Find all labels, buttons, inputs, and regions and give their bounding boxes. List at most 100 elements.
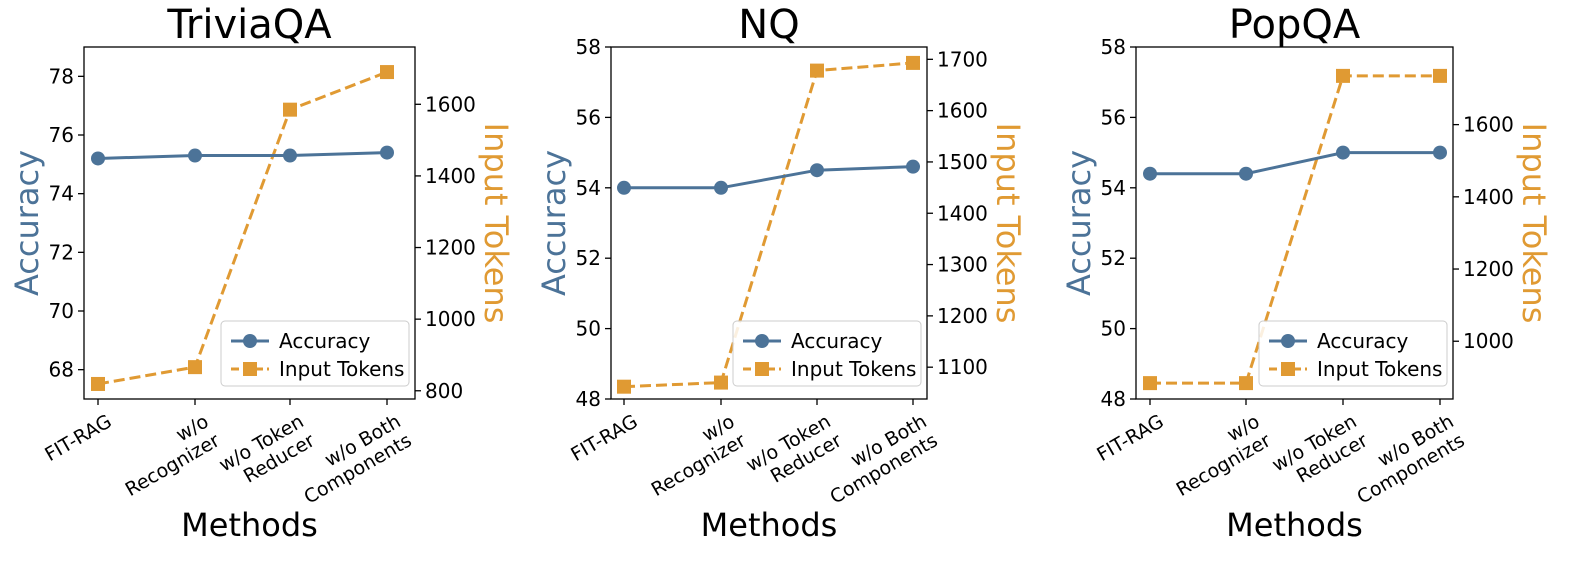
y2-axis-label: Input Tokens [989, 123, 1027, 324]
series-line-input-tokens [623, 61, 914, 389]
x-tick-label: w/oRecognizer [1162, 410, 1275, 501]
input-tokens-point [1143, 376, 1157, 391]
y2-tick-label: 1100 [937, 355, 988, 379]
accuracy-point [1433, 145, 1447, 160]
series-line-input-tokens [97, 70, 388, 386]
accuracy-point [906, 159, 920, 174]
input-tokens-point [1239, 376, 1253, 391]
x-axis-label: Methods [181, 506, 318, 544]
chart-title: TriviaQA [166, 2, 332, 48]
accuracy-point [1239, 166, 1253, 181]
series-line-accuracy [624, 165, 914, 190]
y-tick-label: 54 [576, 176, 601, 200]
y2-tick-label: 1300 [937, 253, 988, 277]
accuracy-point [91, 151, 105, 166]
y-tick-label: 48 [576, 387, 601, 411]
x-axis-label: Methods [1226, 506, 1363, 544]
x-tick-label: FIT-RAG [41, 410, 115, 466]
y2-tick-label: 800 [425, 379, 463, 403]
input-tokens-point [906, 55, 920, 70]
input-tokens-point [810, 63, 824, 78]
legend-label-input-tokens: Input Tokens [791, 357, 916, 381]
panel-nq: NQ 48 50 52 54 56 58 1100 1200 1300 1400 1500 1600 17… [535, 2, 1027, 544]
series-line-input-tokens [1150, 74, 1440, 385]
y2-tick-label: 1200 [425, 236, 476, 260]
y2-tick-label: 1500 [937, 150, 988, 174]
accuracy-point [714, 180, 728, 195]
y-tick-label: 58 [1101, 35, 1126, 59]
y2-axis-label: Input Tokens [477, 123, 515, 324]
legend: Accuracy Input Tokens [732, 320, 922, 387]
x-tick-label: w/o BothComponents [289, 410, 415, 508]
y-tick-label: 70 [49, 299, 74, 323]
x-tick-label: w/o TokenReducer [1268, 410, 1371, 495]
panel-triviaqa: TriviaQA 68 70 72 74 76 78 800 1000 1200 1400 1600 F… [8, 2, 515, 544]
legend-marker-accuracy [755, 334, 769, 348]
x-tick-label: w/o BothComponents [815, 410, 941, 508]
y-tick-label: 68 [49, 358, 74, 382]
y2-tick-label: 1600 [937, 99, 988, 123]
input-tokens-point [714, 375, 728, 390]
input-tokens-point [617, 379, 631, 394]
y-tick-label: 78 [49, 64, 74, 88]
x-tick-label: w/o TokenReducer [742, 410, 845, 495]
input-tokens-point [380, 65, 394, 80]
legend-marker-accuracy [243, 334, 257, 348]
input-tokens-point [91, 376, 105, 391]
y-tick-label: 56 [576, 105, 601, 129]
y-tick-label: 54 [1101, 176, 1126, 200]
y-tick-label: 50 [576, 317, 601, 341]
plot-frame [1135, 46, 1454, 400]
y-tick-label: 52 [576, 246, 601, 270]
legend-label-accuracy: Accuracy [791, 329, 882, 353]
legend-marker-input-tokens [1281, 362, 1295, 376]
legend-label-input-tokens: Input Tokens [279, 357, 404, 381]
x-tick-label: FIT-RAG [567, 410, 641, 466]
y-tick-label: 52 [1101, 246, 1126, 270]
input-tokens-point [188, 360, 202, 375]
y-axis-label: Accuracy [1060, 150, 1098, 296]
accuracy-point [188, 148, 202, 163]
input-tokens-point [1336, 68, 1350, 83]
series-line-accuracy [97, 151, 388, 160]
y2-tick-label: 1200 [937, 304, 988, 328]
accuracy-point [1143, 166, 1157, 181]
legend-label-input-tokens: Input Tokens [1317, 357, 1442, 381]
input-tokens-point [1433, 68, 1447, 83]
y-tick-label: 76 [49, 123, 74, 147]
y2-axis-label: Input Tokens [1515, 123, 1553, 324]
y2-tick-label: 1600 [425, 92, 476, 116]
x-tick-label: w/oRecognizer [637, 410, 750, 501]
y-axis-label: Accuracy [535, 150, 573, 296]
series-line-accuracy [1150, 151, 1440, 176]
plot-frame [83, 46, 416, 400]
plot-frame [610, 46, 928, 400]
panel-popqa: PopQA 48 50 52 54 56 58 1000 1200 1400 1600 FIT-RAG… [1060, 2, 1553, 544]
y2-tick-label: 1400 [1463, 185, 1514, 209]
y2-tick-label: 1600 [1463, 113, 1514, 137]
x-tick-label: FIT-RAG [1093, 410, 1167, 466]
y2-tick-label: 1400 [425, 164, 476, 188]
accuracy-point [617, 180, 631, 195]
x-tick-label: w/o BothComponents [1342, 410, 1468, 508]
y2-tick-label: 1000 [1463, 329, 1514, 353]
y-axis-label: Accuracy [8, 150, 46, 296]
legend-label-accuracy: Accuracy [1317, 329, 1408, 353]
x-tick-label: w/oRecognizer [111, 410, 224, 501]
legend-marker-input-tokens [243, 362, 257, 376]
chart-title: NQ [738, 2, 799, 48]
x-tick-label: w/o TokenReducer [215, 410, 318, 495]
y-tick-label: 50 [1101, 317, 1126, 341]
accuracy-point [1336, 145, 1350, 160]
y-tick-label: 72 [49, 240, 74, 264]
x-axis-label: Methods [701, 506, 838, 544]
y2-tick-label: 1400 [937, 201, 988, 225]
y2-tick-label: 1700 [937, 47, 988, 71]
legend: Accuracy Input Tokens [220, 320, 410, 387]
y-tick-label: 58 [576, 35, 601, 59]
legend: Accuracy Input Tokens [1258, 320, 1448, 387]
y-tick-label: 56 [1101, 105, 1126, 129]
legend-marker-input-tokens [755, 362, 769, 376]
legend-label-accuracy: Accuracy [279, 329, 370, 353]
